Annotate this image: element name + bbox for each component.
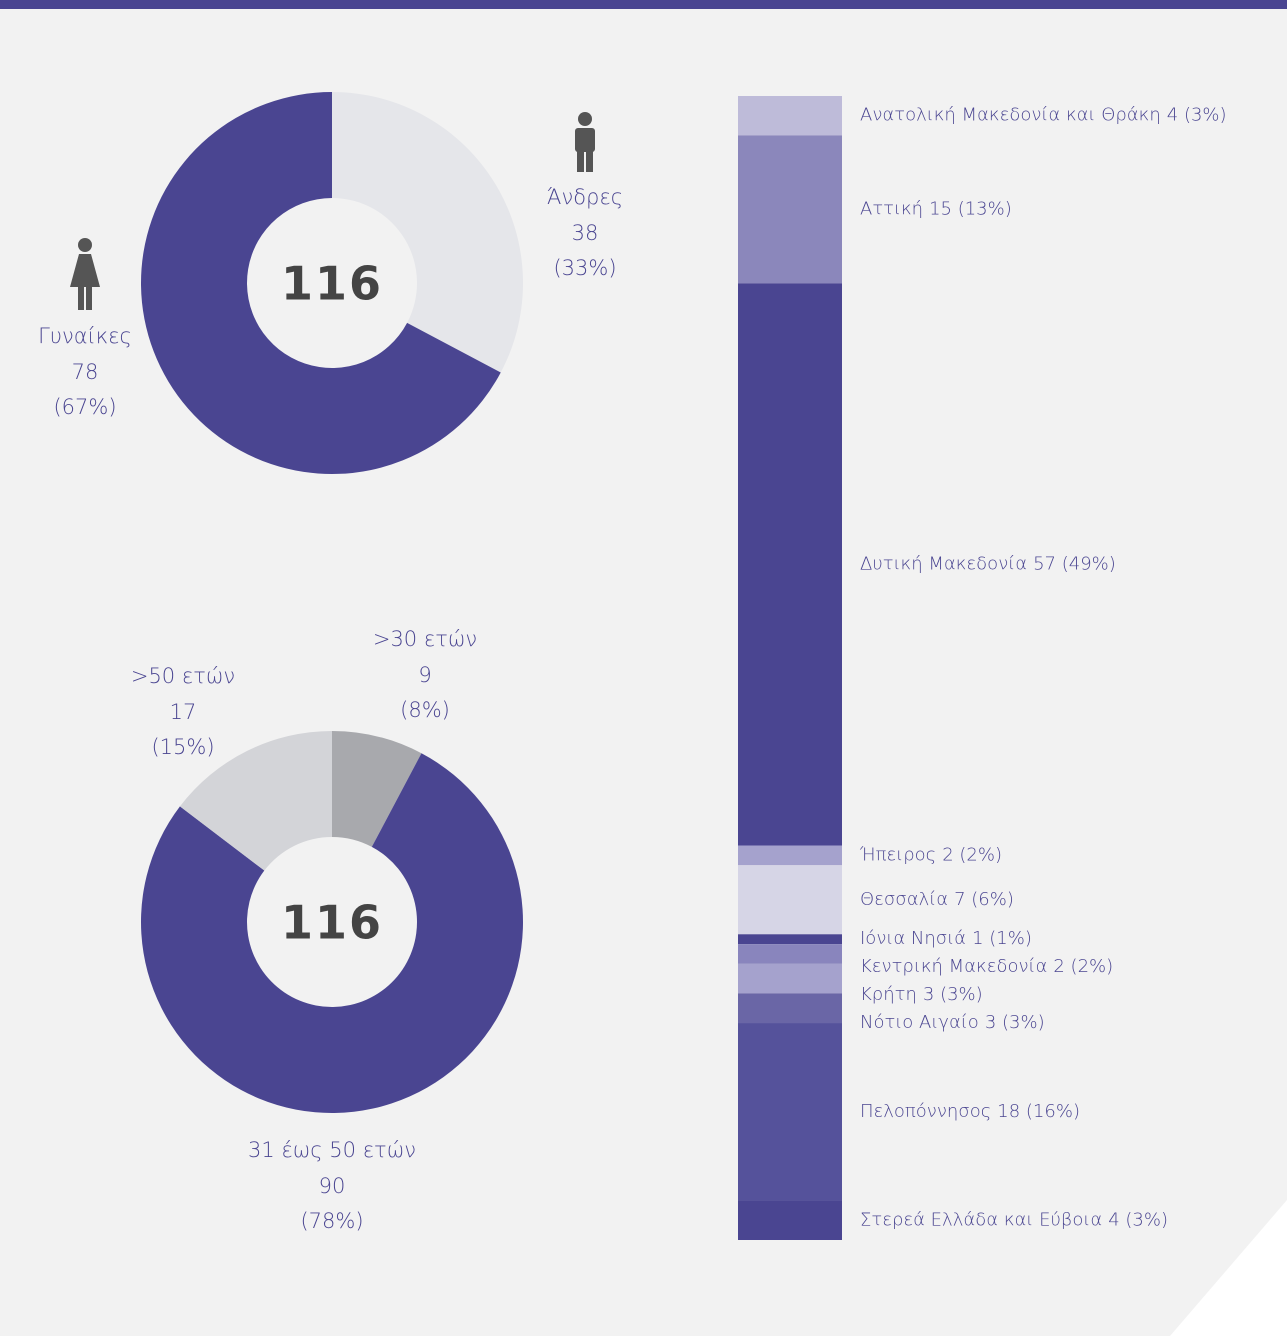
bar-segment (738, 283, 842, 846)
segment-value: 3 (3%) (923, 984, 983, 1005)
bar-segment (738, 135, 842, 284)
value-label: 17 (170, 700, 197, 724)
segment-name: Ανατολική Μακεδονία και Θράκη (860, 105, 1161, 126)
center-total: 116 (281, 896, 383, 950)
segment-label: Ιόνια Νησιά 1 (1%) (860, 928, 1032, 949)
donut-segment (141, 92, 501, 474)
bar-segment (738, 944, 842, 964)
category-label: >50 ετών (131, 664, 235, 688)
bar-segment (738, 96, 842, 136)
segment-value: 18 (16%) (997, 1101, 1080, 1122)
donut-segment (141, 753, 524, 1113)
donut-segment (332, 92, 524, 373)
segment-label: Κεντρική Μακεδονία 2 (2%) (860, 956, 1113, 977)
segment-name: Θεσσαλία (860, 889, 948, 910)
segment-name: Νότιο Αιγαίο (860, 1012, 979, 1033)
segment-name: Ιόνια Νησιά (860, 928, 966, 949)
bar-segment (738, 865, 842, 935)
bar-segment (738, 993, 842, 1024)
segment-label: Νότιο Αιγαίο 3 (3%) (860, 1012, 1045, 1033)
share-label: (33%) (553, 256, 616, 280)
segment-value: 57 (49%) (1033, 553, 1116, 574)
man-icon (575, 112, 595, 172)
bar-segment (738, 1200, 842, 1240)
value-label: 78 (72, 360, 99, 384)
category-label: Γυναίκες (38, 324, 132, 348)
corner (1170, 1200, 1287, 1336)
segment-value: 7 (6%) (954, 889, 1014, 910)
segment-value: 3 (3%) (985, 1012, 1045, 1033)
segment-label: Αττική 15 (13%) (860, 198, 1012, 219)
bar-segment (738, 845, 842, 866)
segment-name: Κεντρική Μακεδονία (860, 956, 1047, 977)
share-label: (67%) (53, 395, 116, 419)
segment-label: Ανατολική Μακεδονία και Θράκη 4 (3%) (860, 105, 1227, 126)
share-label: (78%) (300, 1209, 363, 1233)
value-label: 90 (319, 1174, 346, 1198)
donut-segment (179, 731, 332, 871)
segment-value: 15 (13%) (929, 198, 1012, 219)
bar-segment (738, 934, 842, 945)
bar-segment (738, 1023, 842, 1201)
share-label: (8%) (400, 698, 450, 722)
segment-value: 2 (2%) (1053, 956, 1113, 977)
center-total: 116 (281, 257, 383, 311)
share-label: (15%) (151, 735, 214, 759)
segment-value: 4 (3%) (1108, 1209, 1168, 1230)
segment-name: Ήπειρος (859, 844, 936, 865)
segment-value: 2 (2%) (942, 844, 1002, 865)
segment-value: 4 (3%) (1167, 105, 1227, 126)
category-label: >30 ετών (373, 627, 477, 651)
donut-segment (332, 731, 422, 847)
segment-name: Στερεά Ελλάδα και Εύβοια (860, 1209, 1102, 1230)
segment-label: Ήπειρος 2 (2%) (859, 844, 1002, 865)
category-label: 31 έως 50 ετών (248, 1138, 416, 1162)
segment-value: 1 (1%) (972, 928, 1032, 949)
segment-name: Αττική (860, 198, 923, 219)
top-bar (0, 0, 1287, 9)
segment-label: Δυτική Μακεδονία 57 (49%) (860, 553, 1116, 574)
bar-segment (738, 963, 842, 994)
segment-name: Πελοπόννησος (860, 1101, 991, 1122)
value-label: 38 (572, 221, 599, 245)
segment-name: Δυτική Μακεδονία (860, 553, 1027, 574)
segment-label: Κρήτη 3 (3%) (860, 984, 983, 1005)
segment-label: Θεσσαλία 7 (6%) (860, 889, 1014, 910)
woman-icon (70, 238, 100, 310)
category-label: Άνδρες (547, 185, 623, 209)
segment-label: Πελοπόννησος 18 (16%) (860, 1101, 1080, 1122)
segment-name: Κρήτη (860, 984, 917, 1005)
value-label: 9 (418, 663, 431, 687)
segment-label: Στερεά Ελλάδα και Εύβοια 4 (3%) (860, 1209, 1168, 1230)
